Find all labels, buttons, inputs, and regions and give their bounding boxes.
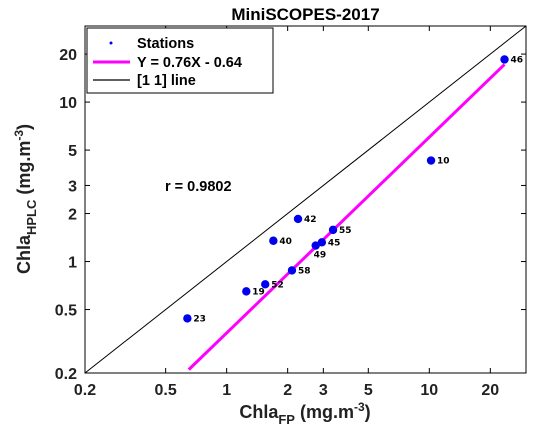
- x-tick-label: 3: [319, 382, 328, 399]
- x-tick-label: 0.2: [74, 382, 96, 399]
- x-tick-label: 1: [222, 382, 231, 399]
- data-point: [500, 55, 509, 64]
- point-label: 40: [279, 237, 292, 247]
- data-point: [269, 236, 278, 245]
- x-tick-label: 10: [420, 382, 438, 399]
- legend-marker-stations: [109, 41, 113, 45]
- data-point: [328, 225, 338, 235]
- point-label: 19: [252, 287, 265, 297]
- point-label: 23: [193, 314, 206, 324]
- data-point: [242, 287, 251, 296]
- y-tick-label: 2: [68, 207, 77, 224]
- x-tick-label: 2: [283, 382, 292, 399]
- x-tick-label: 0.5: [155, 382, 177, 399]
- point-label: 52: [271, 280, 284, 290]
- legend-label-stations: Stations: [137, 36, 194, 52]
- point-label: 45: [328, 238, 341, 248]
- identity-line: [84, 25, 527, 374]
- point-label: 10: [437, 157, 450, 167]
- correlation-annotation: r = 0.9802: [165, 179, 232, 195]
- y-tick-label: 0.2: [55, 366, 77, 383]
- legend-label-identity: [1 1] line: [137, 73, 196, 89]
- data-point: [311, 241, 320, 250]
- data-point: [317, 238, 327, 247]
- x-tick-label: 20: [481, 382, 499, 399]
- y-tick-label: 0.5: [55, 303, 77, 320]
- y-tick-label: 5: [68, 143, 77, 160]
- y-axis-label: ChlaHPLC (mg.m-3): [12, 124, 39, 274]
- y-tick-label: 10: [59, 95, 77, 112]
- point-label: 42: [304, 215, 317, 225]
- x-axis-label: ChlaFP (mg.m-3): [239, 400, 370, 427]
- y-tick-label: 3: [68, 178, 77, 195]
- legend-label-fit: Y = 0.76X - 0.64: [137, 55, 242, 71]
- data-point: [261, 280, 270, 289]
- data-point: [293, 214, 303, 224]
- data-point: [287, 266, 297, 275]
- data-point: [426, 156, 436, 165]
- y-tick-label: 1: [68, 255, 77, 272]
- chart-title: MiniSCOPES-2017: [231, 5, 379, 24]
- point-label: 55: [339, 226, 352, 236]
- fit-line: [187, 63, 506, 371]
- legend: Stations Y = 0.76X - 0.64 [1 1] line: [86, 27, 274, 94]
- y-tick-label: 20: [59, 47, 77, 64]
- x-tick-label: 5: [364, 382, 373, 399]
- point-label: 49: [314, 251, 327, 261]
- point-label: 58: [298, 266, 311, 276]
- data-point: [183, 314, 192, 323]
- point-label: 46: [511, 55, 524, 65]
